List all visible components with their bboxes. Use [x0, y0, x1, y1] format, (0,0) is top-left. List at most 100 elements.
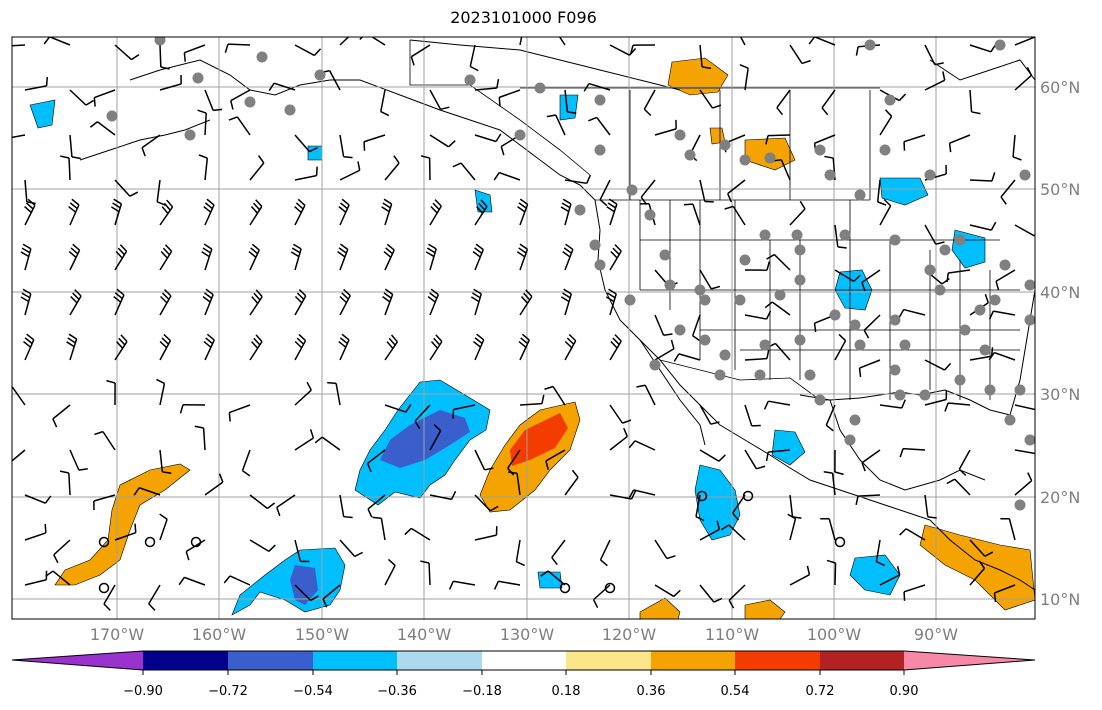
north-america-west-coast — [594, 199, 931, 521]
wind-barb — [452, 404, 476, 419]
lat-label-20n: 20°N — [1040, 488, 1080, 507]
wind-barb — [946, 478, 971, 496]
station-marker — [899, 339, 911, 351]
wind-barb — [654, 119, 677, 136]
wind-barb — [103, 584, 116, 611]
station-marker — [534, 82, 546, 94]
calm-wind-marker — [144, 536, 156, 548]
wind-barb — [327, 381, 341, 406]
map-frame — [11, 36, 1036, 620]
colorbar-tick-label-5: −0.18 — [462, 684, 502, 699]
wind-barb — [470, 288, 482, 316]
gridlines — [12, 37, 1035, 619]
wind-barb — [427, 288, 440, 316]
wind-barb — [695, 494, 705, 522]
wind-barb — [654, 314, 673, 337]
wind-barb — [825, 404, 836, 432]
wind-barb — [826, 559, 837, 586]
wind-barb — [744, 349, 770, 361]
station-marker — [924, 169, 936, 181]
station-marker — [734, 294, 746, 306]
wind-barb — [69, 289, 82, 316]
wind-barb — [12, 449, 26, 473]
station-marker — [184, 129, 196, 141]
colorbar-tick-label-3: −0.54 — [293, 684, 333, 699]
anomaly-shading — [29, 57, 1035, 619]
wind-barb — [546, 114, 566, 136]
wind-barb — [636, 384, 656, 406]
wind-barb — [969, 221, 997, 231]
wind-barb — [558, 37, 566, 46]
station-marker — [849, 414, 861, 426]
colorbar-tick-label-6: 0.18 — [552, 684, 581, 699]
wind-barb — [159, 199, 174, 226]
lon-label-90w: 90°W — [914, 625, 958, 644]
wind-barb — [249, 494, 276, 510]
wind-barb — [429, 89, 450, 111]
station-marker — [794, 274, 806, 286]
wind-barb — [339, 161, 361, 181]
station-marker — [244, 96, 256, 108]
wind-barb — [948, 134, 971, 153]
wind-barb — [183, 44, 206, 62]
wind-barb — [290, 243, 302, 271]
colorbar-tick-label-9: 0.72 — [806, 684, 835, 699]
wind-barb — [59, 470, 71, 496]
wind-barb — [855, 494, 881, 506]
wind-barb — [924, 359, 952, 371]
calm-wind-marker — [559, 582, 571, 594]
wind-barb — [12, 134, 26, 139]
wind-barb — [969, 172, 996, 182]
wind-barb — [834, 269, 861, 283]
wind-barb — [372, 516, 386, 541]
wind-barb — [519, 289, 533, 316]
wind-barb — [52, 404, 71, 428]
station-marker — [974, 304, 986, 316]
wind-barb — [551, 539, 566, 566]
station-marker — [994, 39, 1006, 51]
wind-barb — [493, 580, 521, 590]
wind-barb — [540, 570, 566, 586]
station-marker — [804, 369, 816, 381]
wind-barb — [493, 171, 521, 181]
wind-barb — [60, 155, 71, 181]
wind-barb — [201, 243, 213, 271]
wind-barb — [367, 494, 386, 518]
wind-barb — [383, 243, 395, 271]
wind-barb — [564, 469, 579, 496]
wind-barb — [66, 333, 78, 361]
wind-barb — [472, 243, 484, 271]
station-marker — [814, 394, 826, 406]
wind-barb — [776, 89, 791, 116]
wind-barb — [141, 134, 161, 157]
wind-barb — [384, 155, 400, 181]
station-marker — [1004, 414, 1016, 426]
wind-barb — [429, 134, 456, 148]
wind-barb — [156, 179, 166, 206]
canada-arctic — [409, 39, 681, 91]
lat-label-10n: 10°N — [1040, 590, 1080, 609]
wind-barb — [429, 334, 443, 361]
wind-barb — [339, 494, 353, 519]
wind-barb — [876, 179, 887, 206]
station-marker — [594, 144, 606, 156]
wind-barb — [564, 333, 577, 361]
wind-barb — [89, 121, 116, 136]
wind-barb — [339, 134, 353, 159]
station-marker — [644, 209, 656, 221]
wind-barb — [474, 133, 502, 143]
station-marker — [739, 154, 751, 166]
negative-region-150w — [231, 547, 346, 616]
hudson-bay-coast — [929, 59, 1035, 81]
station-marker — [154, 37, 166, 46]
wind-barb — [448, 580, 476, 590]
station-marker — [829, 309, 841, 321]
wind-barb — [197, 109, 207, 136]
wind-barb — [744, 404, 761, 427]
wind-barb — [720, 524, 746, 541]
strong-positive-128w — [510, 413, 568, 466]
wind-barb — [628, 489, 656, 499]
wind-barb — [995, 269, 1016, 291]
colorbar-tick-label-4: −0.36 — [377, 684, 417, 699]
wind-barb — [159, 74, 182, 91]
